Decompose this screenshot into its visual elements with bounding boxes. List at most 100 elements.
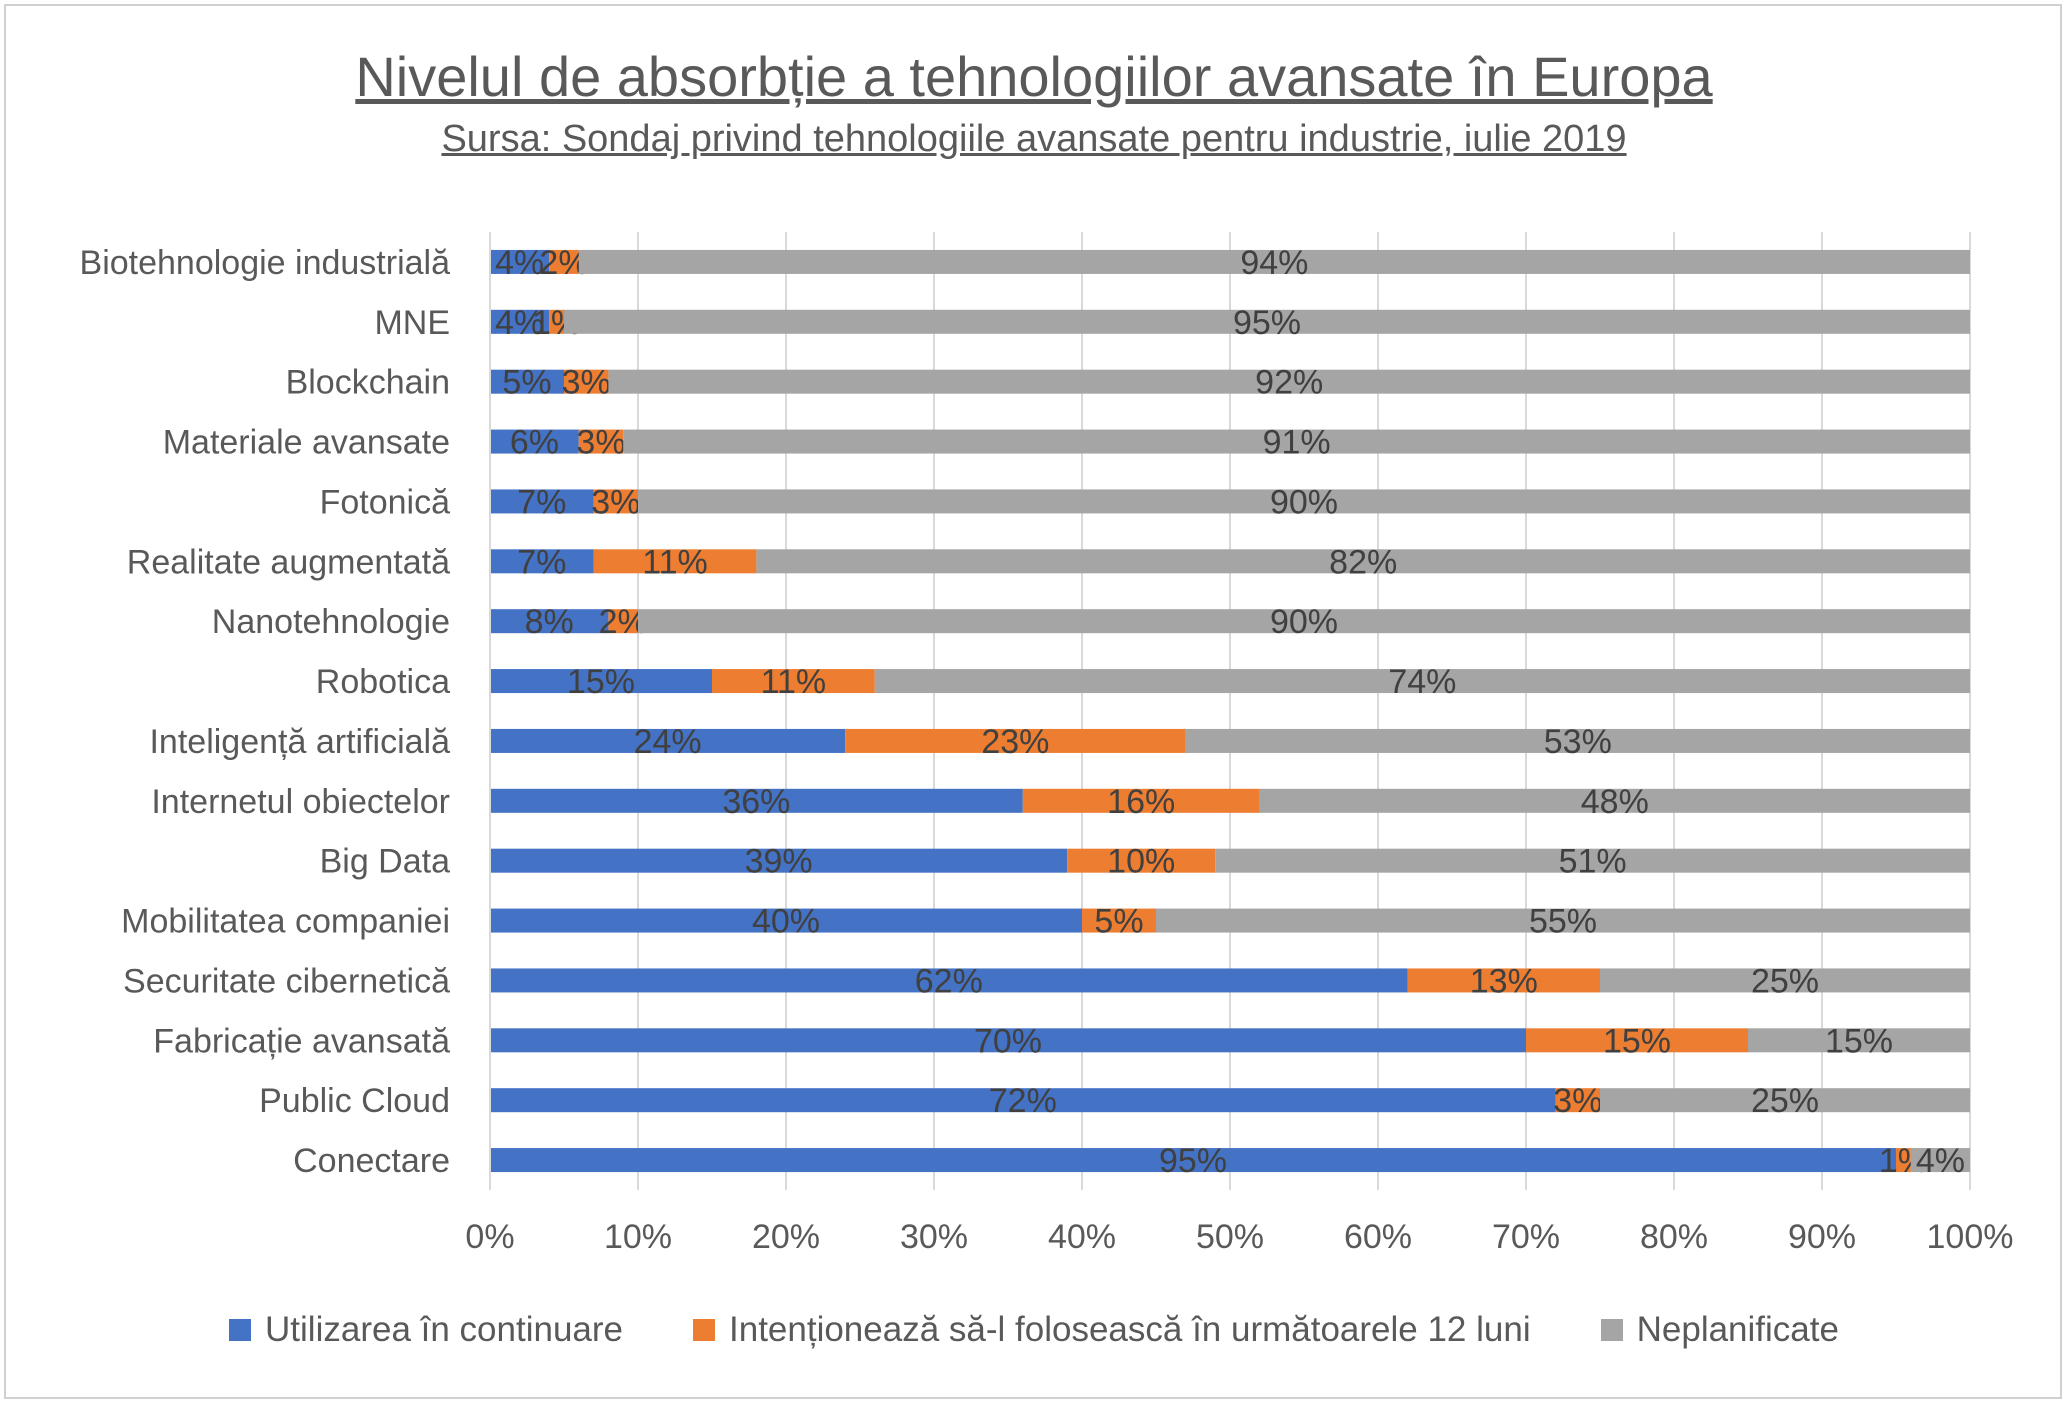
- category-label: Big Data: [320, 843, 450, 881]
- bar-segment: [1156, 908, 1970, 933]
- chart-title: Nivelul de absorbție a tehnologiilor ava…: [355, 45, 1713, 108]
- bar-segment: [549, 249, 579, 274]
- bar-segment: [490, 249, 550, 274]
- bar-segment: [490, 1088, 1556, 1113]
- category-label: Materiale avansate: [163, 424, 450, 462]
- category-label: Mobilitatea companiei: [121, 903, 450, 941]
- data-label: 16%: [1107, 783, 1175, 821]
- data-label: 74%: [1388, 663, 1456, 701]
- bar-segment: [1407, 968, 1600, 993]
- data-label: 48%: [1581, 783, 1649, 821]
- category-label: MNE: [374, 304, 450, 342]
- legend-label-utilizare: Utilizarea în continuare: [265, 1310, 623, 1349]
- bar-segment: [1067, 848, 1216, 873]
- bar-segment: [564, 309, 1970, 334]
- data-label: 51%: [1559, 843, 1627, 881]
- bar-segment: [712, 669, 875, 694]
- bar-segment: [578, 249, 1970, 274]
- data-label: 55%: [1529, 903, 1597, 941]
- legend-swatch-utilizare: [229, 1319, 252, 1341]
- data-label: 90%: [1270, 483, 1338, 521]
- bar-segment: [1526, 1028, 1748, 1053]
- data-label: 24%: [634, 723, 702, 761]
- category-label: Fabricație avansată: [153, 1022, 450, 1060]
- data-label: 3%: [1553, 1082, 1602, 1120]
- bar-segment: [490, 968, 1408, 993]
- data-label: 11%: [642, 543, 708, 581]
- data-label: 90%: [1270, 603, 1338, 641]
- bar-segment: [1185, 728, 1970, 753]
- bar-segment: [593, 549, 757, 574]
- legend-label-neplanificate: Neplanificate: [1636, 1310, 1839, 1349]
- data-label: 3%: [562, 364, 611, 402]
- bar-segment: [1022, 788, 1260, 813]
- bar-segment: [490, 369, 564, 394]
- bar-segment: [490, 788, 1023, 813]
- bar-segment: [608, 369, 1970, 394]
- x-tick-label: 70%: [1492, 1218, 1560, 1256]
- x-tick-label: 10%: [604, 1218, 672, 1256]
- bar-segment: [638, 609, 1970, 634]
- bar-segment: [1910, 1148, 1970, 1173]
- category-label: Robotica: [316, 663, 450, 701]
- x-tick-label: 0%: [465, 1218, 514, 1256]
- bar-segment: [490, 1028, 1526, 1053]
- data-label: 15%: [567, 663, 635, 701]
- x-tick-label: 30%: [900, 1218, 968, 1256]
- bar-segment: [623, 429, 1971, 454]
- x-tick-label: 80%: [1640, 1218, 1708, 1256]
- bar-segment: [1259, 788, 1970, 813]
- category-label: Securitate cibernetică: [123, 962, 450, 1000]
- x-tick-label: 60%: [1344, 1218, 1412, 1256]
- bar-segment: [564, 369, 609, 394]
- x-tick-label: 50%: [1196, 1218, 1264, 1256]
- bar-segment: [1896, 1148, 1911, 1173]
- data-label: 7%: [517, 483, 566, 521]
- x-tick-label: 40%: [1048, 1218, 1116, 1256]
- legend-item-neplanificate: Neplanificate: [1600, 1310, 1839, 1350]
- data-label: 25%: [1751, 962, 1819, 1000]
- data-label: 4%: [495, 244, 544, 282]
- category-label: Conectare: [293, 1142, 450, 1180]
- chart-legend: Utilizarea în continuare Intenționează s…: [0, 1310, 2068, 1350]
- data-label: 3%: [576, 424, 625, 462]
- category-label: Blockchain: [286, 364, 450, 402]
- data-label: 95%: [1233, 304, 1301, 342]
- bar-segment: [1600, 968, 1970, 993]
- bar-segment: [490, 309, 550, 334]
- legend-label-intentioneaza: Intenționează să-l folosească în următoa…: [729, 1310, 1531, 1349]
- bar-segment: [490, 1148, 1896, 1173]
- category-label: Inteligență artificială: [149, 723, 450, 761]
- legend-swatch-intentioneaza: [693, 1319, 715, 1341]
- bar-segment: [608, 609, 638, 634]
- data-label: 15%: [1603, 1022, 1671, 1060]
- bar-segment: [874, 669, 1970, 694]
- bar-segment: [756, 549, 1970, 574]
- bar-segment: [1748, 1028, 1970, 1053]
- legend-item-intentioneaza: Intenționează să-l folosească în următoa…: [693, 1310, 1531, 1350]
- data-label: 23%: [981, 723, 1049, 761]
- bar-segment: [549, 309, 564, 334]
- data-label: 10%: [1107, 843, 1175, 881]
- data-label: 53%: [1544, 723, 1612, 761]
- bar-segment: [490, 609, 609, 634]
- bar-segment: [578, 429, 624, 454]
- bar-segment: [490, 549, 594, 574]
- legend-item-utilizare: Utilizarea în continuare: [229, 1310, 623, 1350]
- data-label: 4%: [1916, 1142, 1965, 1180]
- data-label: 13%: [1470, 962, 1538, 1000]
- data-label: 36%: [722, 783, 790, 821]
- data-label: 3%: [591, 483, 640, 521]
- data-label: 25%: [1751, 1082, 1819, 1120]
- data-label: 8%: [525, 603, 574, 641]
- category-label: Nanotehnologie: [212, 603, 450, 641]
- category-label: Fotonică: [320, 483, 450, 521]
- bar-segment: [490, 728, 846, 753]
- bar-segment: [490, 489, 594, 514]
- data-label: 82%: [1329, 543, 1397, 581]
- bar-segment: [1082, 908, 1156, 933]
- bar-segment: [1215, 848, 1970, 873]
- data-label: 91%: [1263, 424, 1331, 462]
- category-label: Realitate augmentată: [127, 543, 450, 581]
